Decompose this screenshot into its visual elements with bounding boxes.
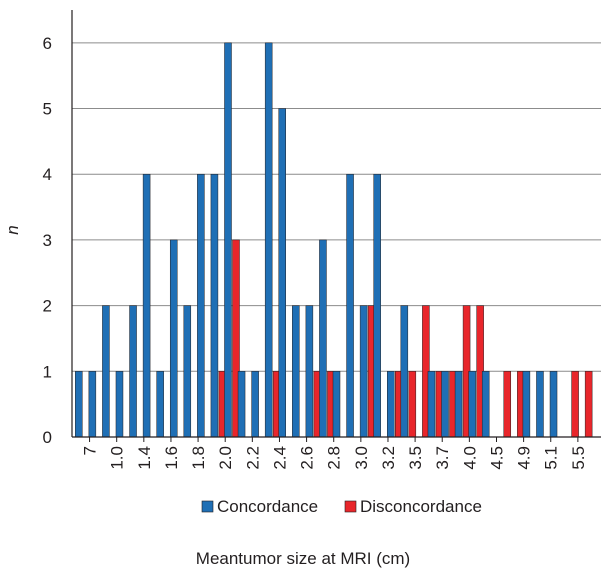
x-tick-label: 2.8	[325, 446, 344, 470]
bar-concordance	[359, 305, 368, 438]
gridlines	[72, 42, 601, 372]
x-tick-label: 2.4	[270, 446, 289, 470]
axes	[71, 10, 601, 442]
x-tick-label: 1.8	[189, 446, 208, 470]
bar-concordance	[115, 371, 124, 438]
x-tick-label: 5.5	[569, 446, 588, 470]
bar-concordance	[156, 371, 164, 438]
x-tick-label: 3.0	[352, 446, 371, 470]
bar-concordance	[169, 239, 178, 438]
x-axis-title: Meantumor size at MRI (cm)	[196, 549, 410, 568]
x-tick-label: 2.2	[243, 446, 262, 470]
bar-concordance	[387, 371, 395, 438]
bar-concordance	[292, 305, 300, 438]
bar-concordance	[536, 371, 544, 438]
bar-concordance	[102, 305, 110, 438]
x-tick-label: 4.5	[487, 446, 506, 470]
bar-concordance	[88, 371, 97, 438]
y-tick-label: 2	[43, 297, 52, 316]
bar-concordance	[210, 173, 219, 438]
bar-concordance	[183, 305, 192, 438]
bar-concordance	[264, 42, 273, 438]
y-tick-label: 5	[43, 100, 52, 119]
bar-concordance	[75, 371, 83, 438]
bar-concordance	[142, 173, 151, 438]
x-tick-label: 5.1	[542, 446, 561, 470]
bar-disconcordance	[408, 371, 417, 438]
bar-concordance	[251, 371, 259, 438]
bar-concordance	[454, 371, 463, 438]
bar-disconcordance	[503, 371, 512, 438]
y-tick-label: 3	[43, 231, 52, 250]
x-tick-label: 3.2	[379, 446, 398, 470]
bar-concordance	[427, 371, 436, 438]
bar-concordance	[237, 371, 246, 438]
y-tick-label: 6	[43, 34, 52, 53]
bar-concordance	[278, 108, 286, 438]
legend-swatch-concordance	[201, 500, 214, 513]
x-tick-label: 3.7	[433, 446, 452, 470]
bar-disconcordance	[571, 371, 579, 438]
bar-concordance	[522, 371, 531, 438]
bar-concordance	[305, 305, 314, 438]
bar-concordance	[319, 239, 327, 438]
bar-concordance	[441, 371, 449, 438]
y-tick-labels: 0 1 2 3 4 5 6	[43, 34, 52, 447]
x-tick-label: 4.9	[515, 446, 534, 470]
bar-concordance	[400, 305, 409, 438]
x-tick-labels: 7 1.0 1.4 1.6 1.8 2.0 2.2 2.4 2.6 2.8 3.0 3.2 3.5 3.7…	[81, 446, 588, 470]
y-tick-label: 1	[43, 362, 52, 381]
legend-swatch-disconcordance	[344, 500, 357, 513]
x-tick-label: 1.4	[135, 446, 154, 470]
bar-concordance	[129, 305, 137, 438]
bar-concordance	[224, 42, 232, 438]
y-tick-label: 4	[43, 165, 52, 184]
bars	[75, 42, 593, 438]
x-tick-label: 1.6	[162, 446, 181, 470]
bar-concordance	[468, 371, 476, 438]
legend-label-disconcordance: Disconcordance	[360, 497, 482, 516]
x-tick-label: 3.5	[406, 446, 425, 470]
x-tick-label: 2.6	[298, 446, 317, 470]
x-tick-label: 7	[81, 446, 100, 455]
legend-label-concordance: Concordance	[217, 497, 318, 516]
bar-concordance	[373, 173, 381, 438]
x-tick-label: 4.0	[460, 446, 479, 470]
bar-concordance	[346, 173, 354, 438]
legend: Concordance Disconcordance	[201, 497, 482, 516]
y-tick-label: 0	[43, 428, 52, 447]
bar-concordance	[332, 371, 341, 438]
y-axis-title: n	[3, 225, 22, 234]
bar-concordance	[549, 371, 558, 438]
bar-concordance	[197, 173, 205, 438]
bar-concordance	[481, 371, 490, 438]
bar-disconcordance	[584, 371, 593, 438]
x-tick-label: 1.0	[108, 446, 127, 470]
x-tick-label: 2.0	[216, 446, 235, 470]
